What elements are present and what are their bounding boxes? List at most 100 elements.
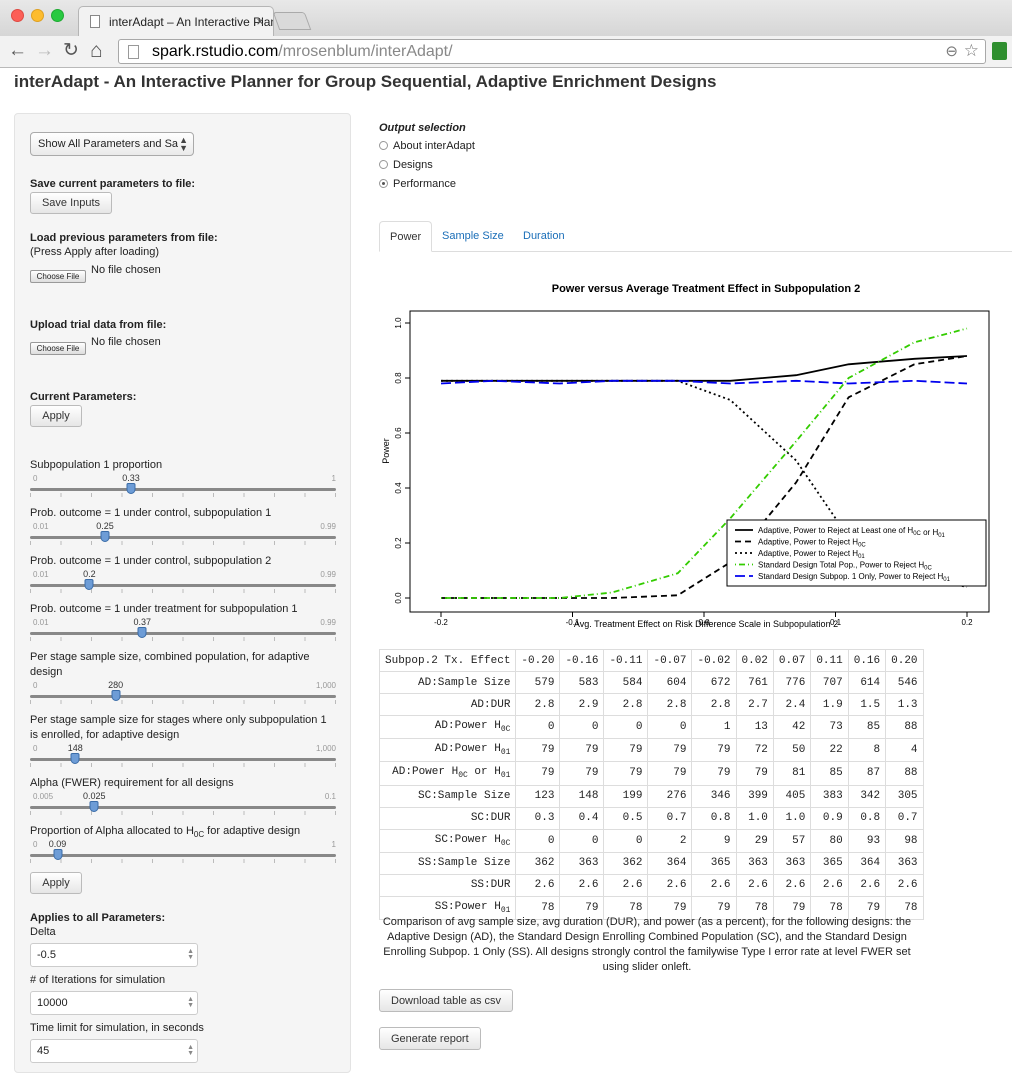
table-cell: 1.5 <box>847 693 887 716</box>
table-row: AD:DUR 2.8 2.9 2.8 2.8 2.8 2.7 2.4 1.9 1.5 1.3 <box>378 693 924 716</box>
row-label: SC:DUR <box>378 806 517 830</box>
slider-handle[interactable] <box>53 849 63 860</box>
slider-track[interactable] <box>30 758 336 761</box>
table-cell: 399 <box>735 784 774 808</box>
slider-handle[interactable] <box>100 531 110 542</box>
radio-circle[interactable] <box>379 160 388 169</box>
table-cell: 78 <box>515 895 561 920</box>
parameter-slider[interactable]: 0.01 0.99 0.37 <box>30 617 336 648</box>
minimize-window-button[interactable] <box>31 9 44 22</box>
apply-button-bottom[interactable]: Apply <box>30 872 82 894</box>
save-label: Save current parameters to file: <box>30 178 196 190</box>
table-cell: 2.6 <box>885 873 924 897</box>
parameter-slider[interactable]: 0 1 0.33 <box>30 473 336 504</box>
table-cell: 363 <box>885 851 924 875</box>
table-cell: 79 <box>647 761 693 786</box>
table-cell: 87 <box>847 761 887 786</box>
y-tick-label: 0.6 <box>394 427 403 439</box>
apply-button-top[interactable]: Apply <box>30 405 82 427</box>
slider-max: 1 <box>331 474 336 483</box>
spinner-icon[interactable]: ▲ ▼ <box>187 948 194 961</box>
table-header-cell: 0.11 <box>810 649 849 672</box>
slider-track[interactable] <box>30 695 336 698</box>
load-choose-file-button[interactable]: Choose File <box>30 270 86 283</box>
slider-track[interactable] <box>30 854 336 857</box>
reload-icon[interactable]: ↻ <box>63 40 79 61</box>
table-cell: 72 <box>735 738 774 763</box>
generate-report-button[interactable]: Generate report <box>379 1027 481 1050</box>
url-path: /mrosenblum/interAdapt/ <box>278 43 453 60</box>
zoom-icon[interactable]: ⊖ <box>945 43 958 60</box>
parameter-slider[interactable]: 0 1 0.09 <box>30 839 336 870</box>
delta-value: -0.5 <box>37 949 56 961</box>
slider-track[interactable] <box>30 806 336 809</box>
tab-duration[interactable]: Duration <box>523 230 565 242</box>
close-window-button[interactable] <box>11 9 24 22</box>
zoom-window-button[interactable] <box>51 9 64 22</box>
spinner-icon[interactable]: ▲ ▼ <box>187 1044 194 1057</box>
load-no-file-text: No file chosen <box>91 264 161 276</box>
forward-icon[interactable]: → <box>35 40 54 61</box>
slider-track[interactable] <box>30 488 336 491</box>
upload-choose-file-button[interactable]: Choose File <box>30 342 86 355</box>
tab-close-icon[interactable]: × <box>256 14 264 29</box>
tab-power[interactable]: Power <box>379 221 433 252</box>
table-cell: 0.5 <box>603 806 649 830</box>
slider-handle[interactable] <box>70 753 80 764</box>
table-cell: 93 <box>847 828 887 853</box>
load-label: Load previous parameters from file: <box>30 232 218 244</box>
iterations-input[interactable]: 10000 ▲ ▼ <box>30 991 198 1015</box>
slider-track[interactable] <box>30 584 336 587</box>
parameter-slider[interactable]: 0.01 0.99 0.2 <box>30 569 336 600</box>
time-limit-input[interactable]: 45 ▲ ▼ <box>30 1039 198 1063</box>
slider-handle[interactable] <box>111 690 121 701</box>
save-inputs-button[interactable]: Save Inputs <box>30 192 112 214</box>
table-cell: 9 <box>691 828 737 853</box>
table-cell: 79 <box>515 738 561 763</box>
delta-label: Delta <box>30 926 56 938</box>
slider-label: Prob. outcome = 1 under control, subpopu… <box>30 555 272 567</box>
row-label: SS:Sample Size <box>378 851 517 875</box>
delta-input[interactable]: -0.5 ▲ ▼ <box>30 943 198 967</box>
radio-about[interactable]: About interAdapt <box>379 140 475 152</box>
table-cell: 79 <box>691 761 737 786</box>
radio-performance[interactable]: Performance <box>379 178 456 190</box>
new-tab-button[interactable] <box>272 12 312 30</box>
radio-circle[interactable] <box>379 141 388 150</box>
download-csv-button[interactable]: Download table as csv <box>379 989 514 1012</box>
parameter-view-select[interactable]: Show All Parameters and Sa ▲ ▼ <box>30 132 194 156</box>
home-icon[interactable]: ⌂ <box>90 39 103 62</box>
parameter-slider[interactable]: 0 1,000 280 <box>30 680 336 711</box>
spinner-icon[interactable]: ▲ ▼ <box>187 996 194 1009</box>
radio-label: Designs <box>393 159 433 171</box>
tab-sample-size[interactable]: Sample Size <box>442 230 504 242</box>
result-tabs: Power Sample Size Duration <box>379 221 1012 252</box>
slider-handle[interactable] <box>137 627 147 638</box>
slider-ticks <box>30 541 336 545</box>
radio-designs[interactable]: Designs <box>379 159 433 171</box>
radio-circle-checked[interactable] <box>379 179 388 188</box>
slider-handle[interactable] <box>89 801 99 812</box>
select-value: Show All Parameters and Sa <box>38 138 179 150</box>
table-cell: 2.6 <box>847 873 887 897</box>
sidebar-panel: Show All Parameters and Sa ▲ ▼ Save curre… <box>14 113 351 1073</box>
back-icon[interactable]: ← <box>8 40 27 61</box>
legend-label: Adaptive, Power to Reject at Least one o… <box>758 526 946 539</box>
parameter-slider[interactable]: 0.005 0.1 0.025 <box>30 791 336 822</box>
parameter-slider[interactable]: 0.01 0.99 0.25 <box>30 521 336 552</box>
slider-track[interactable] <box>30 632 336 635</box>
table-cell: 614 <box>847 671 887 694</box>
slider-label: Prob. outcome = 1 under control, subpopu… <box>30 507 272 519</box>
parameter-slider[interactable]: 0 1,000 148 <box>30 743 336 774</box>
bookmark-star-icon[interactable]: ☆ <box>963 41 979 60</box>
table-cell: 365 <box>691 851 737 875</box>
slider-handle[interactable] <box>126 483 136 494</box>
extension-icon[interactable] <box>992 42 1007 60</box>
address-bar[interactable]: spark.rstudio.com/mrosenblum/interAdapt/… <box>118 39 986 64</box>
table-cell: 2.7 <box>735 693 774 716</box>
browser-tab[interactable]: interAdapt – An Interactive Plan × <box>78 6 274 36</box>
chart-legend: Adaptive, Power to Reject at Least one o… <box>726 519 987 587</box>
slider-handle[interactable] <box>84 579 94 590</box>
slider-track[interactable] <box>30 536 336 539</box>
table-cell: 85 <box>810 761 849 786</box>
